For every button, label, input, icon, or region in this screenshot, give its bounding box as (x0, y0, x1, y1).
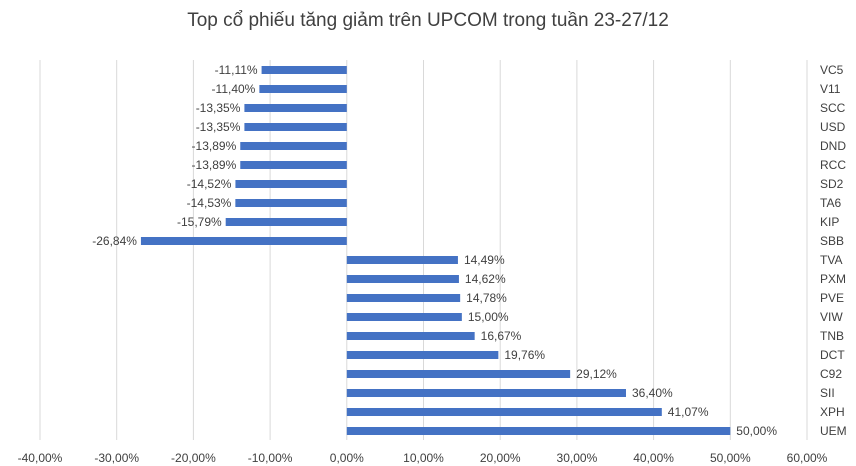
x-tick-label: -10,00% (248, 451, 293, 465)
bar-kip (225, 218, 347, 226)
bar-tnb (346, 332, 475, 340)
gridlines (39, 60, 808, 440)
x-tick-label: 20,00% (480, 451, 521, 465)
bar-rcc (240, 161, 347, 169)
category-label-xph: XPH (820, 405, 845, 419)
x-tick-label: -20,00% (171, 451, 216, 465)
bars (140, 66, 731, 435)
data-label-kip: -15,79% (177, 215, 222, 229)
data-label-rcc: -13,89% (192, 158, 237, 172)
category-label-sbb: SBB (820, 234, 844, 248)
bar-pve (346, 294, 461, 302)
data-label-tnb: 16,67% (481, 329, 522, 343)
data-labels: -11,11% -11,40% -13,35% -13,35% -13,89% -13,8… (92, 63, 777, 438)
bar-ta6 (235, 199, 347, 207)
bar-xph (346, 408, 662, 416)
bar-v11 (259, 85, 347, 93)
data-label-sbb: -26,84% (92, 234, 137, 248)
x-tick-label: 10,00% (403, 451, 444, 465)
bar-sd2 (235, 180, 347, 188)
data-label-sd2: -14,52% (187, 177, 232, 191)
data-label-pxm: 14,62% (465, 272, 506, 286)
bar-pxm (346, 275, 459, 283)
category-label-dct: DCT (820, 348, 845, 362)
data-label-sii: 36,40% (632, 386, 673, 400)
data-label-vc5: -11,11% (215, 63, 258, 77)
bar-dct (346, 351, 499, 359)
data-label-tva: 14,49% (464, 253, 505, 267)
x-tick-label: 30,00% (557, 451, 598, 465)
category-label-dnd: DND (820, 139, 846, 153)
category-label-pxm: PXM (820, 272, 846, 286)
category-label-scc: SCC (820, 101, 846, 115)
data-label-scc: -13,35% (196, 101, 241, 115)
category-label-sd2: SD2 (820, 177, 844, 191)
data-label-ta6: -14,53% (187, 196, 232, 210)
x-tick-label: 50,00% (710, 451, 751, 465)
bar-tva (346, 256, 458, 264)
category-label-uem: UEM (820, 424, 847, 438)
category-label-vc5: VC5 (820, 63, 844, 77)
data-label-c92: 29,12% (576, 367, 617, 381)
bar-dnd (240, 142, 347, 150)
category-label-sii: SII (820, 386, 835, 400)
data-label-pve: 14,78% (466, 291, 507, 305)
bar-sii (346, 389, 626, 397)
data-label-xph: 41,07% (668, 405, 709, 419)
category-label-v11: V11 (820, 82, 841, 96)
bar-sbb (140, 237, 347, 245)
x-tick-label: -40,00% (18, 451, 63, 465)
x-tick-label: -30,00% (94, 451, 139, 465)
category-label-pve: PVE (820, 291, 844, 305)
x-tick-label: 0,00% (330, 451, 364, 465)
data-label-dnd: -13,89% (192, 139, 237, 153)
bar-viw (346, 313, 462, 321)
category-label-kip: KIP (820, 215, 839, 229)
data-label-dct: 19,76% (504, 348, 545, 362)
category-label-tnb: TNB (820, 329, 844, 343)
category-label-rcc: RCC (820, 158, 846, 172)
category-label-usd: USD (820, 120, 846, 134)
x-tick-labels: -40,00% -30,00% -20,00% -10,00% 0,00% 10,00% 2… (18, 451, 828, 465)
bar-scc (244, 104, 347, 112)
category-label-c92: C92 (820, 367, 842, 381)
bar-uem (346, 427, 731, 435)
chart-title: Top cổ phiếu tăng giảm trên UPCOM trong … (187, 10, 669, 31)
x-tick-label: 60,00% (787, 451, 828, 465)
x-tick-label: 40,00% (633, 451, 674, 465)
bar-c92 (346, 370, 571, 378)
bar-vc5 (261, 66, 347, 74)
data-label-uem: 50,00% (736, 424, 777, 438)
category-label-ta6: TA6 (820, 196, 841, 210)
bar-usd (244, 123, 347, 131)
category-labels: VC5 V11 SCC USD DND RCC SD2 TA6 KIP SBB TVA PXM PVE V… (820, 63, 847, 438)
data-label-viw: 15,00% (468, 310, 509, 324)
data-label-usd: -13,35% (196, 120, 241, 134)
category-label-tva: TVA (820, 253, 842, 267)
data-label-v11: -11,40% (212, 82, 256, 96)
category-label-viw: VIW (820, 310, 843, 324)
